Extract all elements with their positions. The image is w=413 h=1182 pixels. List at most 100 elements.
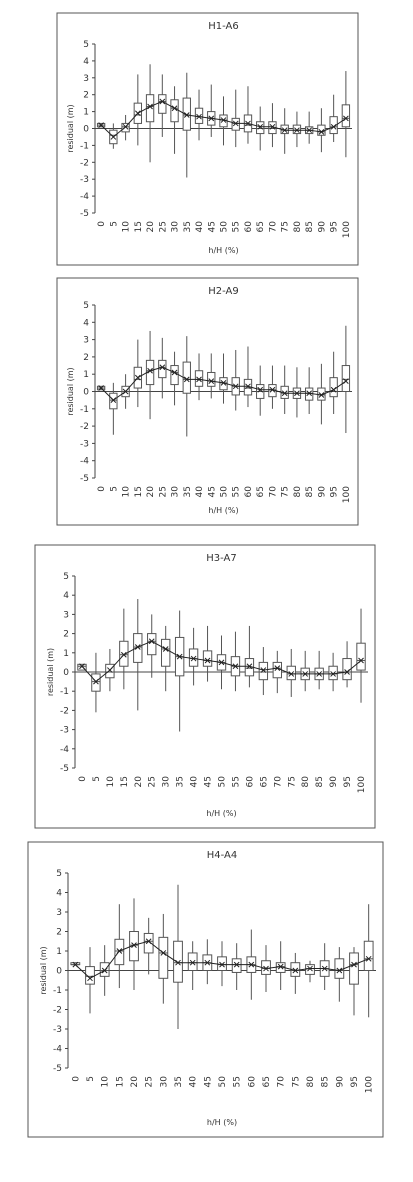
box: [334, 958, 345, 979]
x-tick-label: 40: [195, 221, 205, 233]
x-tick-label: 55: [232, 486, 242, 497]
x-tick-label: 0: [97, 221, 107, 227]
x-tick-label: 80: [301, 776, 311, 788]
box: [119, 640, 129, 667]
box: [77, 663, 87, 671]
x-tick-label: 75: [281, 221, 291, 232]
y-tick-label: 2: [63, 630, 69, 640]
y-tick-label: -1: [80, 405, 89, 415]
x-tick-label: 90: [329, 776, 339, 788]
box: [305, 964, 315, 975]
x-tick-label: 70: [273, 776, 283, 788]
y-tick-label: 4: [83, 57, 89, 67]
x-tick-label: 30: [162, 776, 172, 788]
mean-line: [74, 940, 369, 979]
x-tick-label: 90: [317, 221, 327, 233]
mean-line: [100, 100, 347, 138]
x-tick-label: 100: [342, 221, 352, 238]
box: [129, 931, 139, 962]
box: [292, 124, 302, 135]
x-tick-label: 85: [315, 776, 325, 787]
box: [356, 642, 366, 671]
x-tick-label: 15: [115, 1076, 125, 1087]
x-tick-label: 25: [145, 1076, 155, 1087]
y-tick-label: 3: [83, 336, 89, 346]
x-tick-label: 30: [159, 1076, 169, 1088]
y-tick-label: 5: [63, 572, 69, 582]
box: [85, 966, 95, 985]
box: [133, 633, 143, 663]
x-tick-label: 90: [335, 1076, 345, 1088]
x-tick-label: 100: [357, 776, 367, 793]
x-tick-label: 65: [256, 486, 266, 497]
chart-title: H4-A4: [207, 850, 237, 861]
y-tick-label: -4: [80, 457, 89, 467]
y-tick-label: -3: [53, 1025, 62, 1035]
x-tick-label: 40: [190, 776, 200, 788]
x-tick-label: 45: [204, 776, 214, 787]
box: [114, 938, 125, 966]
box: [158, 94, 167, 114]
x-tick-label: 70: [277, 1076, 287, 1088]
x-tick-label: 50: [218, 1076, 228, 1088]
x-tick-label: 80: [293, 221, 303, 233]
y-tick-label: 3: [56, 908, 62, 918]
y-tick-label: 2: [83, 91, 89, 101]
y-tick-label: 0: [56, 967, 62, 977]
x-tick-label: 35: [183, 486, 193, 497]
box: [161, 638, 171, 667]
box: [231, 958, 242, 973]
y-tick-label: 0: [63, 668, 69, 678]
x-tick-label: 0: [78, 776, 88, 782]
x-tick-label: 60: [245, 776, 255, 788]
y-axis-label: residual (m): [39, 946, 48, 994]
y-tick-label: -1: [53, 986, 62, 996]
y-tick-label: 0: [83, 388, 89, 398]
x-tick-label: 85: [305, 486, 315, 497]
y-tick-label: -5: [53, 1064, 62, 1074]
box: [341, 104, 351, 128]
y-tick-label: 5: [83, 40, 89, 50]
x-tick-label: 85: [305, 221, 315, 232]
y-tick-label: 2: [56, 928, 62, 938]
box: [173, 940, 183, 983]
y-tick-label: 2: [83, 353, 89, 363]
chart-frame: [27, 841, 384, 1138]
x-tick-label: 90: [317, 486, 327, 498]
chart-title: H3-A7: [206, 553, 236, 564]
y-tick-label: 0: [83, 125, 89, 135]
box: [207, 371, 216, 387]
x-tick-label: 5: [109, 221, 119, 227]
y-tick-label: 4: [56, 889, 62, 899]
y-tick-label: -3: [60, 726, 69, 736]
x-tick-label: 5: [92, 776, 102, 782]
y-tick-label: -2: [53, 1006, 62, 1016]
box: [341, 365, 351, 392]
box: [121, 122, 130, 133]
y-tick-label: -1: [60, 687, 69, 697]
x-tick-label: 45: [207, 486, 217, 497]
y-tick-label: -3: [80, 175, 89, 185]
x-tick-label: 5: [109, 486, 119, 492]
box: [194, 370, 204, 387]
x-axis-label: h/H (%): [207, 1118, 237, 1127]
x-tick-label: 75: [281, 486, 291, 497]
x-tick-label: 100: [365, 1076, 375, 1093]
box: [109, 392, 118, 410]
box: [202, 650, 213, 667]
x-tick-label: 65: [262, 1076, 272, 1087]
box: [231, 117, 240, 131]
box: [317, 124, 326, 136]
x-tick-label: 95: [350, 1076, 360, 1087]
chart-title: H1-A6: [208, 21, 238, 32]
y-axis-label: residual (m): [46, 648, 55, 696]
box: [286, 665, 296, 681]
y-tick-label: -2: [80, 158, 89, 168]
box: [258, 661, 269, 681]
x-axis-label: h/H (%): [208, 506, 238, 515]
x-tick-label: 95: [343, 776, 353, 787]
y-tick-label: 3: [83, 74, 89, 84]
x-tick-label: 50: [220, 486, 230, 498]
